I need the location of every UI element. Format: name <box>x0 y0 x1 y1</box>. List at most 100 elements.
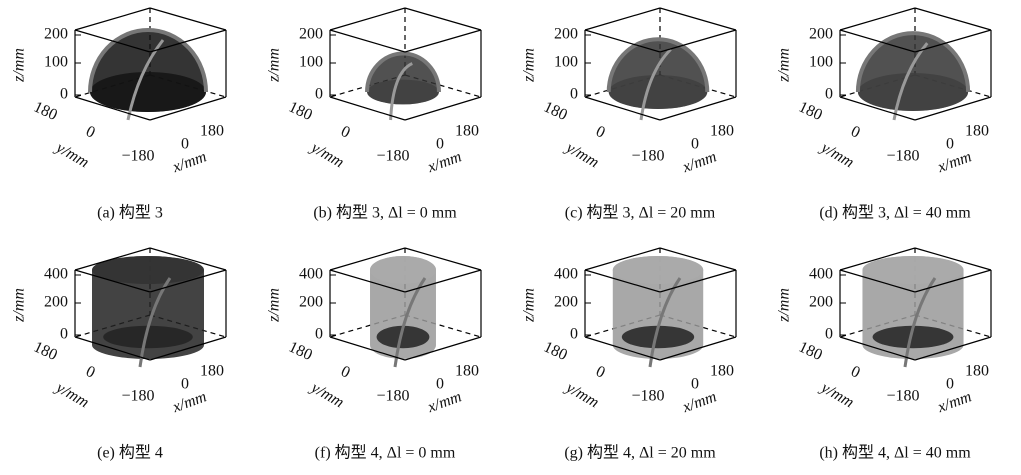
z-tick-label: 200 <box>299 26 323 43</box>
y-axis-label: y/mm <box>51 138 91 171</box>
caption: (e) 构型 4 <box>97 444 163 462</box>
y-tick-label: 0 <box>338 123 352 142</box>
shape-dome <box>858 33 968 111</box>
z-tick-label: 200 <box>44 294 68 311</box>
y-tick-label: 0 <box>593 123 607 142</box>
z-tick-label: 100 <box>299 54 323 71</box>
x-tick-label: −180 <box>376 148 409 165</box>
y-tick-label: 0 <box>338 363 352 382</box>
z-axis-label: z/mm <box>521 288 538 323</box>
x-tick-label: 0 <box>436 136 444 153</box>
y-tick-label: 0 <box>593 363 607 382</box>
y-tick-label: 180 <box>31 338 60 364</box>
z-tick-label: 0 <box>570 86 578 103</box>
y-tick-label: 180 <box>796 98 825 124</box>
y-tick-label: 180 <box>286 98 315 124</box>
y-tick-label: 180 <box>541 98 570 124</box>
y-tick-label: 0 <box>83 123 97 142</box>
x-tick-label: 180 <box>710 123 734 140</box>
y-tick-label: 180 <box>286 338 315 364</box>
z-tick-label: 0 <box>60 326 68 343</box>
z-tick-label: 400 <box>809 266 833 283</box>
z-tick-label: 200 <box>554 26 578 43</box>
z-tick-label: 400 <box>44 266 68 283</box>
y-tick-label: 180 <box>796 338 825 364</box>
x-axis-label: x/mm <box>425 148 464 176</box>
z-axis-label: z/mm <box>11 48 28 83</box>
x-tick-label: 180 <box>455 363 479 380</box>
x-tick-label: 180 <box>200 123 224 140</box>
x-axis-label: x/mm <box>680 148 719 176</box>
x-tick-label: 180 <box>965 123 989 140</box>
x-tick-label: 180 <box>200 363 224 380</box>
x-tick-label: 0 <box>946 376 954 393</box>
y-axis-label: y/mm <box>561 378 601 411</box>
y-axis-label: y/mm <box>306 378 346 411</box>
shape-top <box>370 256 436 284</box>
x-tick-label: 0 <box>181 376 189 393</box>
z-tick-label: 0 <box>60 86 68 103</box>
y-tick-label: 180 <box>541 338 570 364</box>
box-edge <box>405 30 481 52</box>
x-axis-label: x/mm <box>680 388 719 416</box>
z-tick-label: 200 <box>554 294 578 311</box>
shape-dome <box>90 30 206 112</box>
x-tick-label: −180 <box>376 388 409 405</box>
box-edge <box>75 8 150 30</box>
z-tick-label: 0 <box>825 326 833 343</box>
x-axis-label: x/mm <box>170 388 209 416</box>
caption: (b) 构型 3, Δl = 0 mm <box>313 204 457 222</box>
x-tick-label: 180 <box>455 123 479 140</box>
box-edge <box>660 8 736 30</box>
box-edge <box>405 8 481 30</box>
caption: (f) 构型 4, Δl = 0 mm <box>315 444 456 462</box>
x-axis-label: x/mm <box>935 388 974 416</box>
x-tick-label: 180 <box>965 363 989 380</box>
x-tick-label: −180 <box>631 148 664 165</box>
box-edge <box>840 8 915 30</box>
z-tick-label: 200 <box>299 294 323 311</box>
z-tick-label: 0 <box>570 326 578 343</box>
z-tick-label: 200 <box>809 26 833 43</box>
x-axis-label: x/mm <box>425 388 464 416</box>
z-axis-label: z/mm <box>266 288 283 323</box>
caption: (c) 构型 3, Δl = 20 mm <box>565 204 716 222</box>
caption: (a) 构型 3 <box>97 204 163 222</box>
shape-top <box>613 256 703 284</box>
z-tick-label: 100 <box>809 54 833 71</box>
shape-top <box>862 256 963 284</box>
z-axis-label: z/mm <box>11 288 28 323</box>
box-edge <box>330 30 405 52</box>
y-axis-label: y/mm <box>561 138 601 171</box>
shape-dome <box>609 39 708 109</box>
x-tick-label: 0 <box>436 376 444 393</box>
y-tick-label: 0 <box>848 363 862 382</box>
x-tick-label: −180 <box>886 148 919 165</box>
z-axis-label: z/mm <box>776 288 793 323</box>
z-tick-label: 400 <box>299 266 323 283</box>
figure: 2001000z/mm1800y/mm−1800180x/mm(a) 构型 32… <box>0 0 1021 475</box>
x-tick-label: 0 <box>691 136 699 153</box>
y-tick-label: 0 <box>848 123 862 142</box>
z-tick-label: 0 <box>825 86 833 103</box>
caption: (g) 构型 4, Δl = 20 mm <box>564 444 716 462</box>
z-axis-label: z/mm <box>266 48 283 83</box>
z-axis-label: z/mm <box>521 48 538 83</box>
box-edge <box>330 8 405 30</box>
y-tick-label: 0 <box>83 363 97 382</box>
x-tick-label: −180 <box>121 388 154 405</box>
z-tick-label: 100 <box>554 54 578 71</box>
z-tick-label: 0 <box>315 86 323 103</box>
box-edge <box>915 8 991 30</box>
z-tick-label: 400 <box>554 266 578 283</box>
box-edge <box>150 8 226 30</box>
x-tick-label: −180 <box>886 388 919 405</box>
panel: 4002000z/mm1800y/mm−1800180x/mm(h) 构型 4,… <box>776 248 991 462</box>
caption: (h) 构型 4, Δl = 40 mm <box>819 444 971 462</box>
x-tick-label: −180 <box>631 388 664 405</box>
box-edge <box>585 8 660 30</box>
